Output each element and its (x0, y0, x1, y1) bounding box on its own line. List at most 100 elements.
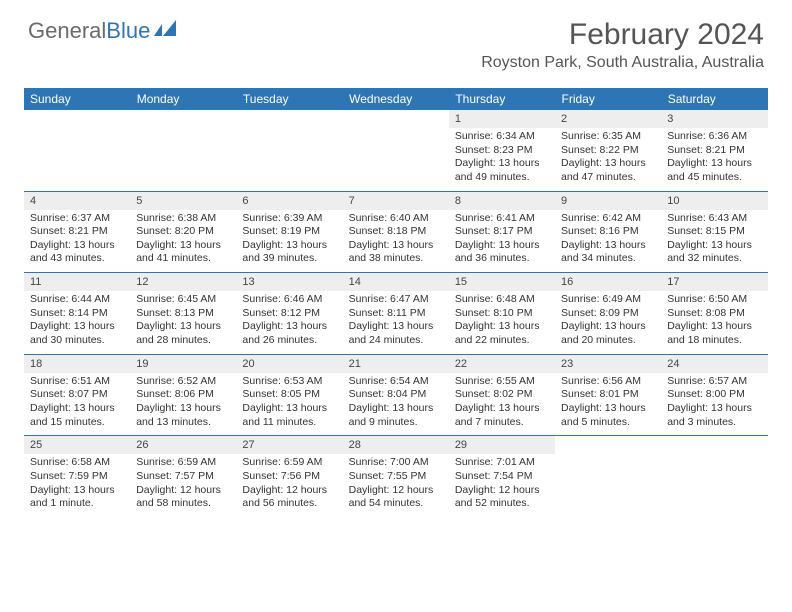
sunset-line: Sunset: 8:04 PM (349, 388, 443, 402)
sunrise-line: Sunrise: 6:34 AM (455, 130, 549, 144)
weekday-header: Thursday (449, 88, 555, 110)
daylight-line: Daylight: 12 hours and 58 minutes. (136, 484, 230, 511)
sunset-line: Sunset: 8:08 PM (667, 307, 761, 321)
daylight-line: Daylight: 13 hours and 24 minutes. (349, 320, 443, 347)
sunrise-line: Sunrise: 6:57 AM (667, 375, 761, 389)
sunset-line: Sunset: 8:02 PM (455, 388, 549, 402)
day-content-cell: Sunrise: 6:58 AMSunset: 7:59 PMDaylight:… (24, 454, 130, 517)
sunrise-line: Sunrise: 6:56 AM (561, 375, 655, 389)
day-number-cell: 14 (343, 273, 449, 292)
sunset-line: Sunset: 8:15 PM (667, 225, 761, 239)
daylight-line: Daylight: 13 hours and 5 minutes. (561, 402, 655, 429)
day-number-cell: 16 (555, 273, 661, 292)
calendar-table: SundayMondayTuesdayWednesdayThursdayFrid… (24, 88, 768, 517)
day-content-cell: Sunrise: 6:41 AMSunset: 8:17 PMDaylight:… (449, 210, 555, 273)
page-title: February 2024 (481, 18, 764, 52)
daylight-line: Daylight: 13 hours and 28 minutes. (136, 320, 230, 347)
sunrise-line: Sunrise: 6:45 AM (136, 293, 230, 307)
day-number-cell: 26 (130, 436, 236, 455)
weekday-row: SundayMondayTuesdayWednesdayThursdayFrid… (24, 88, 768, 110)
day-content-cell: Sunrise: 6:46 AMSunset: 8:12 PMDaylight:… (236, 291, 342, 354)
day-number-cell: 1 (449, 110, 555, 128)
day-content-cell: Sunrise: 6:47 AMSunset: 8:11 PMDaylight:… (343, 291, 449, 354)
daylight-line: Daylight: 13 hours and 26 minutes. (242, 320, 336, 347)
day-number-cell: 12 (130, 273, 236, 292)
sunrise-line: Sunrise: 6:42 AM (561, 212, 655, 226)
sunrise-line: Sunrise: 6:40 AM (349, 212, 443, 226)
day-number-cell: 15 (449, 273, 555, 292)
daylight-line: Daylight: 13 hours and 20 minutes. (561, 320, 655, 347)
day-content-cell: Sunrise: 6:44 AMSunset: 8:14 PMDaylight:… (24, 291, 130, 354)
day-number-cell (343, 110, 449, 128)
daylight-line: Daylight: 13 hours and 11 minutes. (242, 402, 336, 429)
day-number-cell: 17 (661, 273, 767, 292)
day-content-cell: Sunrise: 6:51 AMSunset: 8:07 PMDaylight:… (24, 373, 130, 436)
sunset-line: Sunset: 7:56 PM (242, 470, 336, 484)
day-number-cell: 5 (130, 191, 236, 210)
day-content-cell: Sunrise: 6:35 AMSunset: 8:22 PMDaylight:… (555, 128, 661, 191)
sunset-line: Sunset: 8:13 PM (136, 307, 230, 321)
sunrise-line: Sunrise: 6:55 AM (455, 375, 549, 389)
daylight-line: Daylight: 13 hours and 3 minutes. (667, 402, 761, 429)
day-number-cell (130, 110, 236, 128)
sunset-line: Sunset: 8:23 PM (455, 144, 549, 158)
daylight-line: Daylight: 12 hours and 56 minutes. (242, 484, 336, 511)
daylight-line: Daylight: 13 hours and 9 minutes. (349, 402, 443, 429)
sunset-line: Sunset: 8:20 PM (136, 225, 230, 239)
sunset-line: Sunset: 8:09 PM (561, 307, 655, 321)
day-content-cell: Sunrise: 6:56 AMSunset: 8:01 PMDaylight:… (555, 373, 661, 436)
day-content-cell (24, 128, 130, 191)
day-content-cell: Sunrise: 6:50 AMSunset: 8:08 PMDaylight:… (661, 291, 767, 354)
sunset-line: Sunset: 8:18 PM (349, 225, 443, 239)
day-content-cell: Sunrise: 6:38 AMSunset: 8:20 PMDaylight:… (130, 210, 236, 273)
sunrise-line: Sunrise: 6:36 AM (667, 130, 761, 144)
brand-logo: GeneralBlue (28, 18, 182, 44)
daylight-line: Daylight: 13 hours and 49 minutes. (455, 157, 549, 184)
brand-part1: General (28, 18, 106, 43)
daylight-line: Daylight: 13 hours and 38 minutes. (349, 239, 443, 266)
day-number-cell: 23 (555, 354, 661, 373)
daylight-line: Daylight: 13 hours and 15 minutes. (30, 402, 124, 429)
daynum-row: 11121314151617 (24, 273, 768, 292)
brand-part2: Blue (106, 18, 150, 43)
day-number-cell: 6 (236, 191, 342, 210)
sunset-line: Sunset: 7:54 PM (455, 470, 549, 484)
day-number-cell: 28 (343, 436, 449, 455)
calendar-head: SundayMondayTuesdayWednesdayThursdayFrid… (24, 88, 768, 110)
day-content-cell (130, 128, 236, 191)
sunset-line: Sunset: 8:22 PM (561, 144, 655, 158)
daynum-row: 18192021222324 (24, 354, 768, 373)
calendar-body: 123 Sunrise: 6:34 AMSunset: 8:23 PMDayli… (24, 110, 768, 517)
content-row: Sunrise: 6:37 AMSunset: 8:21 PMDaylight:… (24, 210, 768, 273)
daynum-row: 45678910 (24, 191, 768, 210)
sunset-line: Sunset: 8:07 PM (30, 388, 124, 402)
day-content-cell: Sunrise: 6:53 AMSunset: 8:05 PMDaylight:… (236, 373, 342, 436)
sunrise-line: Sunrise: 6:38 AM (136, 212, 230, 226)
day-number-cell: 11 (24, 273, 130, 292)
sunset-line: Sunset: 8:16 PM (561, 225, 655, 239)
day-content-cell: Sunrise: 6:48 AMSunset: 8:10 PMDaylight:… (449, 291, 555, 354)
sunrise-line: Sunrise: 6:52 AM (136, 375, 230, 389)
day-content-cell: Sunrise: 6:59 AMSunset: 7:57 PMDaylight:… (130, 454, 236, 517)
day-number-cell: 2 (555, 110, 661, 128)
sunrise-line: Sunrise: 6:35 AM (561, 130, 655, 144)
sunrise-line: Sunrise: 6:47 AM (349, 293, 443, 307)
daynum-row: 2526272829 (24, 436, 768, 455)
day-content-cell: Sunrise: 6:34 AMSunset: 8:23 PMDaylight:… (449, 128, 555, 191)
day-number-cell: 8 (449, 191, 555, 210)
day-number-cell: 9 (555, 191, 661, 210)
day-content-cell: Sunrise: 6:36 AMSunset: 8:21 PMDaylight:… (661, 128, 767, 191)
day-number-cell: 21 (343, 354, 449, 373)
sunrise-line: Sunrise: 6:51 AM (30, 375, 124, 389)
day-number-cell (555, 436, 661, 455)
day-content-cell: Sunrise: 6:40 AMSunset: 8:18 PMDaylight:… (343, 210, 449, 273)
sunrise-line: Sunrise: 6:58 AM (30, 456, 124, 470)
sunset-line: Sunset: 8:14 PM (30, 307, 124, 321)
weekday-header: Tuesday (236, 88, 342, 110)
day-content-cell: Sunrise: 7:00 AMSunset: 7:55 PMDaylight:… (343, 454, 449, 517)
weekday-header: Friday (555, 88, 661, 110)
content-row: Sunrise: 6:51 AMSunset: 8:07 PMDaylight:… (24, 373, 768, 436)
daylight-line: Daylight: 12 hours and 52 minutes. (455, 484, 549, 511)
day-content-cell: Sunrise: 6:54 AMSunset: 8:04 PMDaylight:… (343, 373, 449, 436)
day-number-cell (24, 110, 130, 128)
